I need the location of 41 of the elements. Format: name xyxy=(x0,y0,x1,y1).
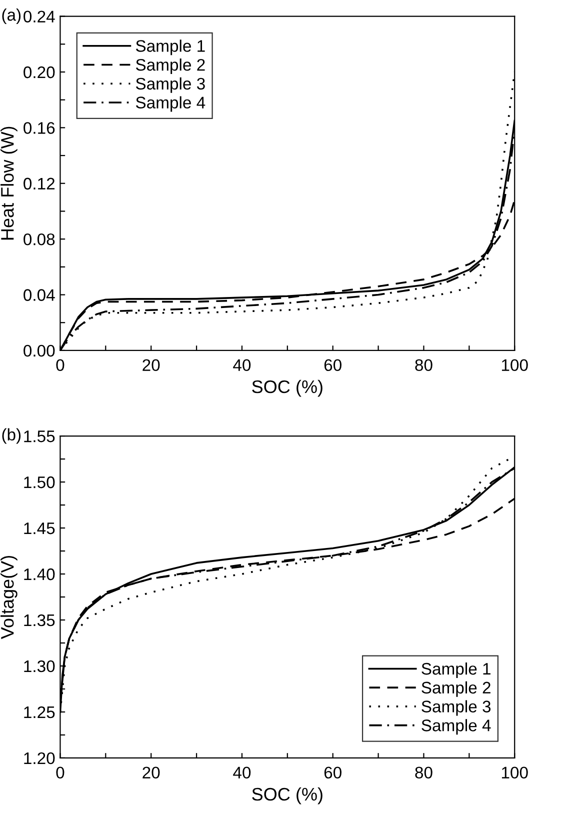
x-tick-label: 0 xyxy=(56,766,64,779)
y-tick-label: 1.20 xyxy=(24,752,55,764)
legend-label: Sample 4 xyxy=(422,719,491,735)
y-tick-label: 1.55 xyxy=(24,430,55,442)
chart-title: (a) xyxy=(2,8,21,24)
x-axis-title: SOC (%) xyxy=(252,380,322,397)
y-tick-label: 1.35 xyxy=(24,614,55,626)
y-axis-title: Voltage(V) xyxy=(0,556,18,640)
y-tick-label: 1.40 xyxy=(24,568,55,580)
y-tick-label: 0.12 xyxy=(24,178,55,190)
y-tick-label: 0.08 xyxy=(24,233,55,246)
y-tick-label: 1.45 xyxy=(24,522,55,534)
y-tick-label: 0.20 xyxy=(24,66,55,78)
x-tick-label: 100 xyxy=(502,359,528,372)
x-tick-label: 20 xyxy=(142,766,160,779)
chart-title: (b) xyxy=(2,428,21,444)
y-tick-label: 0.04 xyxy=(24,289,55,301)
x-tick-label: 100 xyxy=(502,766,528,779)
y-tick-label: 1.50 xyxy=(24,476,55,488)
legend-label: Sample 1 xyxy=(136,40,205,56)
y-axis-title: Heat Flow (W) xyxy=(0,126,18,240)
y-tick-label: 0.16 xyxy=(24,122,55,134)
y-tick-label: 1.25 xyxy=(24,706,55,718)
legend-label: Sample 3 xyxy=(136,77,205,93)
legend-label: Sample 3 xyxy=(422,700,491,716)
x-tick-label: 80 xyxy=(415,766,432,779)
legend-label: Sample 2 xyxy=(136,58,205,74)
legend-label: Sample 1 xyxy=(422,662,490,678)
y-tick-label: 0.00 xyxy=(24,344,55,357)
x-tick-label: 80 xyxy=(415,359,432,372)
y-tick-label: 0.24 xyxy=(24,10,55,23)
y-tick-label: 1.30 xyxy=(24,660,55,672)
legend-label: Sample 4 xyxy=(136,96,206,112)
x-tick-label: 60 xyxy=(324,359,342,372)
x-tick-label: 0 xyxy=(56,359,64,372)
x-tick-label: 60 xyxy=(324,766,342,779)
x-axis-title: SOC (%) xyxy=(252,787,322,804)
x-tick-label: 40 xyxy=(233,359,251,372)
x-tick-label: 20 xyxy=(142,359,160,372)
x-tick-label: 40 xyxy=(233,766,251,779)
legend-label: Sample 2 xyxy=(422,681,490,697)
